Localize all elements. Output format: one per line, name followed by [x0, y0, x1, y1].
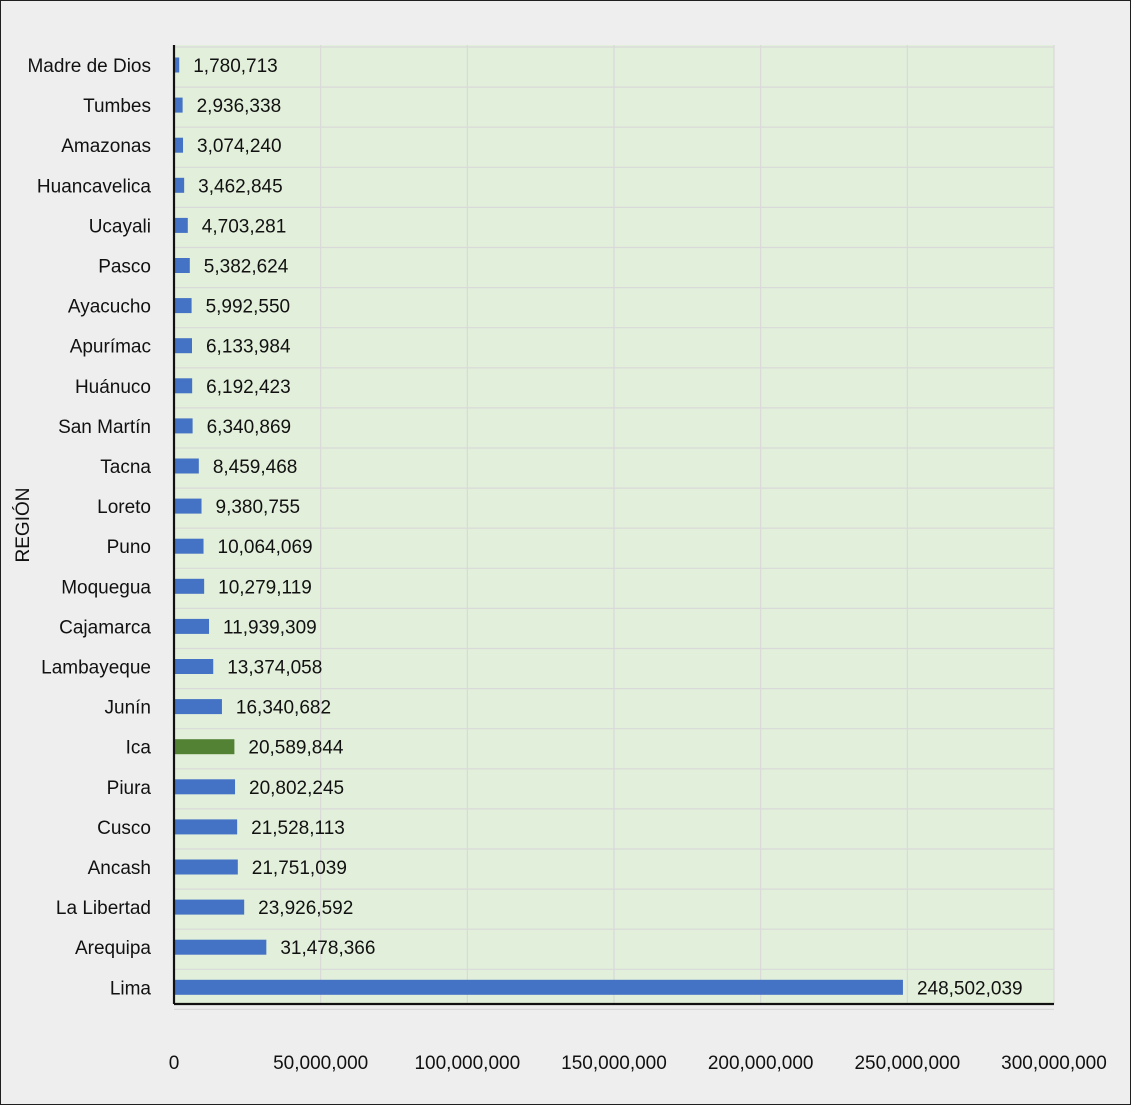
category-label: Ica	[126, 738, 152, 759]
bar	[174, 859, 238, 875]
bar	[174, 97, 183, 113]
bar	[174, 979, 903, 995]
bar	[174, 498, 202, 514]
data-label: 21,528,113	[251, 818, 345, 839]
category-label: Ucayali	[89, 216, 151, 237]
category-label: Piura	[107, 778, 152, 799]
data-label: 16,340,682	[236, 698, 331, 719]
bar	[174, 378, 193, 394]
data-label: 5,992,550	[206, 297, 291, 318]
bar	[174, 298, 192, 314]
data-label: 13,374,058	[227, 658, 322, 679]
category-label: Pasco	[98, 257, 151, 278]
data-label: 248,502,039	[917, 978, 1023, 999]
data-label: 20,802,245	[249, 778, 344, 799]
category-label: Moquegua	[61, 577, 151, 598]
data-label: 31,478,366	[280, 938, 375, 959]
category-label: Tumbes	[83, 96, 151, 117]
category-label: La Libertad	[56, 898, 151, 919]
category-label: Ayacucho	[68, 297, 151, 318]
data-label: 8,459,468	[213, 457, 298, 478]
data-label: 9,380,755	[216, 497, 301, 518]
data-label: 6,192,423	[206, 377, 291, 398]
bar	[174, 899, 245, 915]
bar	[174, 819, 238, 835]
category-label: Cajamarca	[59, 617, 151, 638]
data-label: 11,939,309	[223, 617, 317, 638]
category-label: Apurímac	[70, 337, 151, 358]
x-tick-label: 0	[169, 1053, 180, 1074]
bar	[174, 699, 222, 715]
bar	[174, 177, 185, 193]
bar	[174, 618, 210, 634]
category-label: Loreto	[97, 497, 151, 518]
bar	[174, 538, 204, 554]
data-label: 3,462,845	[198, 176, 283, 197]
x-tick-label: 250,000,000	[854, 1053, 960, 1074]
category-label: Amazonas	[61, 136, 151, 157]
bar	[174, 258, 190, 273]
category-label: Huánuco	[75, 377, 151, 398]
gridlines	[174, 45, 1055, 1011]
x-tick-label: 150,000,000	[561, 1053, 667, 1074]
y-axis-title: REGIÓN	[12, 488, 34, 563]
x-tick-label: 100,000,000	[414, 1053, 520, 1074]
labels: Madre de Dios 1,780,713 Tumbes 2,936,338 Ama…	[27, 56, 1106, 1074]
bar	[174, 137, 184, 153]
x-tick-label: 200,000,000	[708, 1053, 814, 1074]
x-tick-label: 50,000,000	[273, 1053, 368, 1074]
data-label: 1,780,713	[193, 56, 278, 77]
category-label: Puno	[107, 537, 151, 558]
bar	[174, 458, 199, 474]
category-label: Arequipa	[75, 938, 151, 959]
x-tick-label: 300,000,000	[1001, 1053, 1107, 1074]
bar	[174, 739, 235, 755]
category-label: Lima	[110, 978, 152, 999]
bar	[174, 338, 192, 354]
data-label: 4,703,281	[202, 216, 287, 237]
axes	[172, 45, 1054, 1006]
bar	[174, 779, 236, 795]
data-label: 23,926,592	[258, 898, 353, 919]
data-label: 5,382,624	[204, 257, 289, 278]
bar	[174, 659, 214, 674]
data-label: 21,751,039	[252, 858, 347, 879]
bar	[174, 418, 193, 434]
category-label: Lambayeque	[41, 658, 151, 679]
category-label: Madre de Dios	[27, 56, 151, 77]
bar	[174, 57, 180, 73]
data-label: 3,074,240	[197, 136, 282, 157]
data-label: 20,589,844	[248, 738, 344, 759]
bars	[174, 57, 903, 995]
category-label: Ancash	[88, 858, 151, 879]
category-label: Huancavelica	[37, 176, 151, 197]
category-label: Junín	[105, 698, 151, 719]
data-label: 6,133,984	[206, 337, 291, 358]
bar	[174, 217, 188, 233]
data-label: 10,279,119	[218, 577, 312, 598]
data-label: 10,064,069	[218, 537, 313, 558]
data-label: 2,936,338	[197, 96, 282, 117]
data-label: 6,340,869	[207, 417, 292, 438]
category-label: San Martín	[58, 417, 151, 438]
bar	[174, 578, 205, 594]
category-label: Tacna	[100, 457, 151, 478]
category-label: Cusco	[97, 818, 151, 839]
bar	[174, 939, 267, 955]
